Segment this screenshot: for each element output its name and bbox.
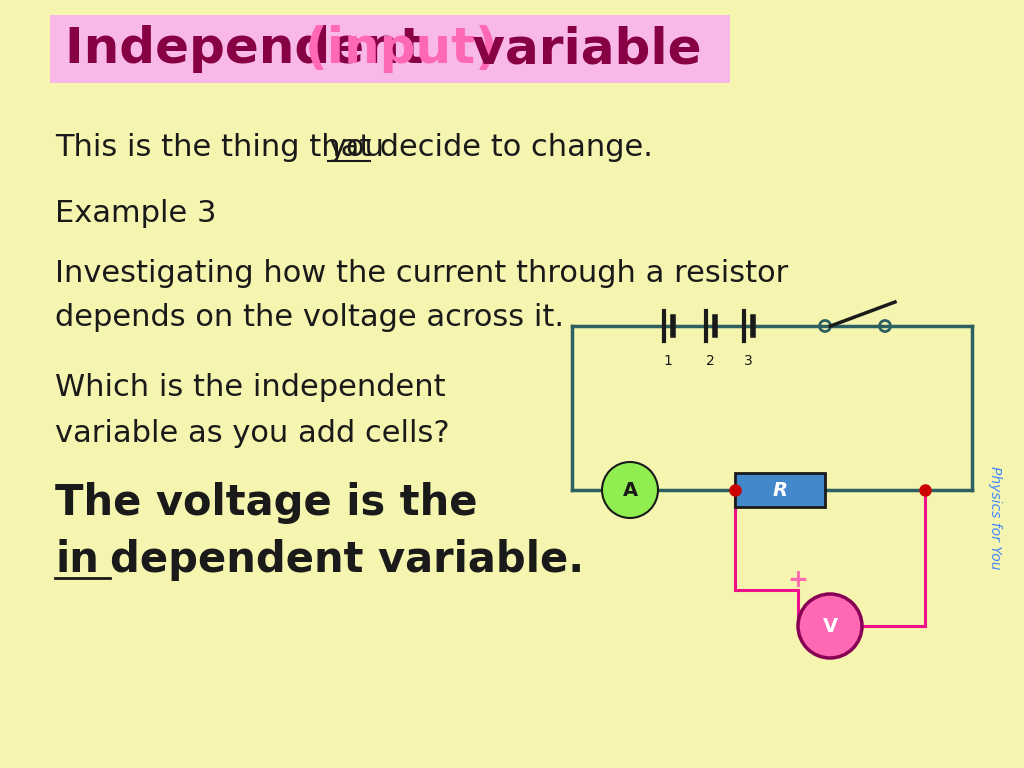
Text: you: you	[328, 134, 384, 163]
Text: dependent variable.: dependent variable.	[110, 539, 584, 581]
Text: Independent: Independent	[65, 25, 441, 73]
Circle shape	[798, 594, 862, 658]
Text: This is the thing that: This is the thing that	[55, 134, 381, 163]
Text: Which is the independent: Which is the independent	[55, 373, 445, 402]
Text: 2: 2	[706, 354, 715, 368]
Text: 3: 3	[743, 354, 753, 368]
Text: 1: 1	[664, 354, 673, 368]
Text: A: A	[623, 481, 638, 499]
Text: (input): (input)	[305, 25, 499, 73]
Text: Investigating how the current through a resistor: Investigating how the current through a …	[55, 259, 788, 287]
Text: Example 3: Example 3	[55, 198, 216, 227]
Text: depends on the voltage across it.: depends on the voltage across it.	[55, 303, 564, 333]
Text: Physics for You: Physics for You	[988, 466, 1002, 570]
Text: +: +	[787, 568, 808, 592]
Text: V: V	[822, 617, 838, 635]
Text: variable as you add cells?: variable as you add cells?	[55, 419, 450, 448]
Text: decide to change.: decide to change.	[370, 134, 653, 163]
Text: The voltage is the: The voltage is the	[55, 482, 477, 524]
FancyBboxPatch shape	[735, 473, 825, 507]
FancyBboxPatch shape	[50, 15, 730, 83]
Circle shape	[602, 462, 658, 518]
Text: variable: variable	[455, 25, 701, 73]
Text: in: in	[55, 539, 99, 581]
Text: R: R	[772, 481, 787, 499]
